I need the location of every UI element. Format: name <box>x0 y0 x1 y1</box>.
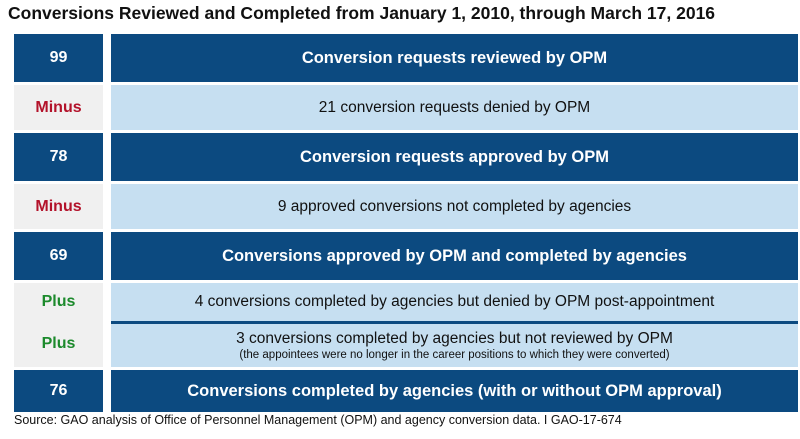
table-row: Minus 9 approved conversions not complet… <box>14 184 798 229</box>
row-subtext: (the appointees were no longer in the ca… <box>239 349 670 361</box>
figure-title: Conversions Reviewed and Completed from … <box>8 3 716 23</box>
row-description: Conversion requests reviewed by OPM <box>111 34 798 82</box>
table-row: 69 Conversions approved by OPM and compl… <box>14 232 798 280</box>
row-description: Conversions approved by OPM and complete… <box>111 232 798 280</box>
row-text: Conversion requests approved by OPM <box>300 147 609 166</box>
row-text: 9 approved conversions not completed by … <box>277 197 632 215</box>
table-row: 78 Conversion requests approved by OPM <box>14 133 798 181</box>
table-row: Plus 4 conversions completed by agencies… <box>14 283 798 321</box>
row-operator: Minus <box>14 184 103 229</box>
row-description: 3 conversions completed by agencies but … <box>111 321 798 367</box>
row-description: 9 approved conversions not completed by … <box>111 184 798 229</box>
row-text: 21 conversion requests denied by OPM <box>318 98 591 116</box>
table-row: Plus 3 conversions completed by agencies… <box>14 321 798 367</box>
row-count: 76 <box>14 370 103 412</box>
row-count: 69 <box>14 232 103 280</box>
row-text: 4 conversions completed by agencies but … <box>194 293 715 310</box>
row-description: Conversions completed by agencies (with … <box>111 370 798 412</box>
row-text: 3 conversions completed by agencies but … <box>236 330 673 347</box>
source-note: Source: GAO analysis of Office of Person… <box>14 413 622 427</box>
row-text: Conversions completed by agencies (with … <box>187 381 722 400</box>
row-text: Conversion requests reviewed by OPM <box>301 48 608 67</box>
row-description: Conversion requests approved by OPM <box>111 133 798 181</box>
table-row: 76 Conversions completed by agencies (wi… <box>14 370 798 412</box>
row-operator: Minus <box>14 85 103 130</box>
row-description: 4 conversions completed by agencies but … <box>111 283 798 321</box>
table-row: 99 Conversion requests reviewed by OPM <box>14 34 798 82</box>
row-count: 78 <box>14 133 103 181</box>
row-count: 99 <box>14 34 103 82</box>
row-description: 21 conversion requests denied by OPM <box>111 85 798 130</box>
row-text: Conversions approved by OPM and complete… <box>222 246 687 265</box>
table-row: Minus 21 conversion requests denied by O… <box>14 85 798 130</box>
row-operator: Plus <box>14 321 103 367</box>
row-operator: Plus <box>14 283 103 321</box>
